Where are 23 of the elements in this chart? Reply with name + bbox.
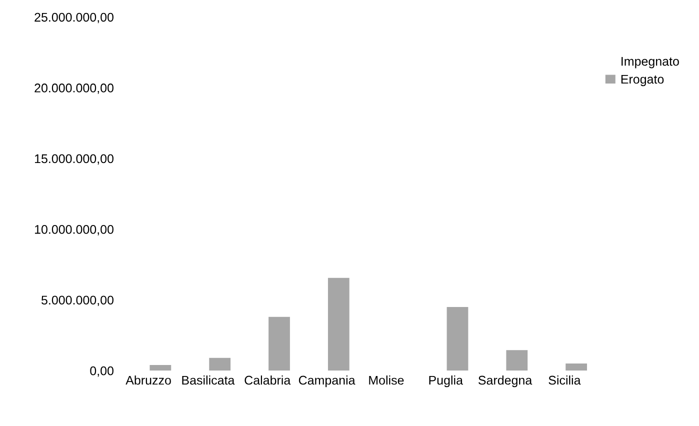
bar: [446, 306, 468, 371]
bar: [566, 364, 588, 371]
x-tick-label: Sicilia: [548, 375, 581, 385]
bar: [328, 278, 350, 371]
legend-label: Erogato: [621, 74, 664, 86]
text: Impegnato: [622, 57, 679, 68]
y-tick-label: 20.000.000,00: [34, 84, 114, 94]
x-tick-label: Molise: [369, 375, 404, 385]
x-tick-label: Calabria: [244, 375, 291, 385]
y-tick-label: 10.000.000,00: [34, 224, 114, 236]
x-tick-label: Abruzzo: [126, 375, 171, 385]
bar: [209, 358, 231, 371]
y-tick-label: 15.000.000,00: [34, 154, 114, 165]
x-tick-label: Sardegna: [478, 375, 532, 388]
x-tick-label: Basilicata: [182, 375, 235, 385]
bar: [268, 316, 290, 371]
y-tick-label: 0,00: [90, 366, 114, 377]
bar: [506, 350, 528, 371]
x-tick-label: Campania: [298, 375, 356, 388]
x-tick-label: Puglia: [429, 375, 463, 388]
bar: [150, 364, 172, 371]
y-tick-label: 25.000.000,00: [34, 12, 114, 24]
y-tick-label: 5.000.000,00: [41, 296, 114, 306]
